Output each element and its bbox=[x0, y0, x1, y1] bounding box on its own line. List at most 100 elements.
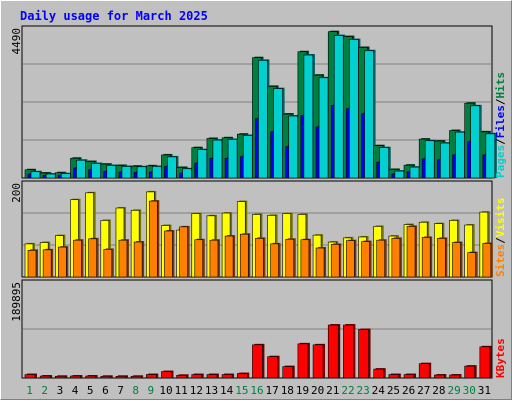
bar-sites-day-6 bbox=[103, 249, 113, 278]
bar-kbytes-day-23 bbox=[358, 329, 369, 379]
bar-kbytes-day-21 bbox=[327, 324, 339, 379]
bar-pages-day-3 bbox=[61, 173, 71, 179]
bar-pages-day-1 bbox=[30, 171, 41, 179]
bar-sites-day-17 bbox=[270, 243, 279, 278]
bar-pages-day-9 bbox=[151, 166, 162, 179]
bar-kbytes-day-17 bbox=[267, 356, 278, 379]
bar-kbytes-day-6 bbox=[100, 375, 112, 379]
panel-hits-files-pages-ymax-label: 4490 bbox=[10, 28, 23, 55]
bar-kbytes-day-31 bbox=[479, 346, 491, 379]
bar-sites-day-4 bbox=[73, 239, 82, 278]
x-tick-label-day-3: 3 bbox=[57, 384, 64, 397]
bar-sites-day-18 bbox=[285, 238, 295, 278]
bar-pages-day-23 bbox=[364, 50, 374, 179]
bar-kbytes-day-8 bbox=[130, 375, 142, 379]
bar-sites-day-21 bbox=[330, 244, 340, 278]
x-tick-label-day-28: 28 bbox=[432, 384, 445, 397]
bar-pages-day-14 bbox=[227, 139, 238, 179]
x-tick-label-day-1: 1 bbox=[26, 384, 33, 397]
legend-middle-item: Visits bbox=[494, 198, 507, 238]
x-tick-label-day-16: 16 bbox=[250, 384, 263, 397]
legend-top: Pages/Files/Hits bbox=[494, 72, 507, 178]
bar-sites-day-30 bbox=[467, 252, 476, 278]
bar-pages-day-8 bbox=[136, 166, 147, 179]
bar-pages-day-20 bbox=[318, 77, 329, 179]
legend-bottom-item: KBytes bbox=[494, 338, 507, 378]
bar-sites-day-15 bbox=[239, 233, 249, 278]
bar-sites-day-7 bbox=[118, 239, 128, 278]
bar-kbytes-day-4 bbox=[70, 375, 81, 379]
legend-top-item: / bbox=[494, 138, 507, 145]
bar-kbytes-day-19 bbox=[297, 343, 309, 379]
legend-middle-item: / bbox=[494, 237, 507, 244]
bar-kbytes-day-16 bbox=[252, 344, 263, 379]
bar-pages-day-16 bbox=[258, 60, 268, 179]
bar-sites-day-27 bbox=[421, 237, 431, 278]
bar-sites-day-22 bbox=[346, 240, 355, 278]
bar-pages-day-11 bbox=[182, 168, 192, 179]
bar-pages-day-10 bbox=[167, 156, 177, 179]
panel-kbytes-ymax-label: 189895 bbox=[10, 282, 23, 322]
legend-bottom: KBytes bbox=[494, 338, 507, 378]
bar-kbytes-day-28 bbox=[434, 374, 445, 379]
bar-sites-day-11 bbox=[179, 226, 188, 278]
legend-top-item: Hits bbox=[494, 72, 507, 99]
bar-kbytes-day-7 bbox=[115, 375, 127, 379]
x-tick-label-day-11: 11 bbox=[175, 384, 188, 397]
bar-pages-day-18 bbox=[288, 115, 299, 179]
bar-pages-day-31 bbox=[485, 133, 496, 179]
x-tick-label-day-20: 20 bbox=[311, 384, 324, 397]
bar-sites-day-26 bbox=[406, 226, 416, 278]
x-tick-label-day-2: 2 bbox=[41, 384, 48, 397]
panel-visits-sites-ymax-label: 200 bbox=[10, 183, 23, 203]
x-tick-label-day-30: 30 bbox=[463, 384, 476, 397]
x-tick-label-day-5: 5 bbox=[87, 384, 94, 397]
bar-pages-day-2 bbox=[45, 173, 56, 179]
bar-pages-day-15 bbox=[242, 135, 253, 179]
bar-sites-day-19 bbox=[300, 239, 310, 278]
bar-kbytes-day-27 bbox=[418, 363, 430, 379]
x-tick-label-day-29: 29 bbox=[447, 384, 460, 397]
bar-pages-day-27 bbox=[424, 140, 435, 179]
bar-kbytes-day-24 bbox=[373, 368, 385, 379]
bar-kbytes-day-1 bbox=[24, 374, 36, 379]
bar-pages-day-12 bbox=[197, 149, 208, 179]
bar-sites-day-14 bbox=[224, 235, 234, 278]
x-tick-label-day-25: 25 bbox=[387, 384, 400, 397]
x-tick-label-day-19: 19 bbox=[296, 384, 309, 397]
bar-kbytes-day-18 bbox=[282, 366, 294, 379]
x-tick-label-day-13: 13 bbox=[205, 384, 218, 397]
x-tick-label-day-27: 27 bbox=[417, 384, 430, 397]
bar-kbytes-day-29 bbox=[449, 374, 460, 379]
bar-pages-day-5 bbox=[91, 163, 101, 179]
x-tick-label-day-12: 12 bbox=[190, 384, 203, 397]
bar-kbytes-day-25 bbox=[388, 374, 400, 379]
x-tick-label-day-10: 10 bbox=[159, 384, 172, 397]
x-tick-label-day-23: 23 bbox=[357, 384, 370, 397]
bar-pages-day-22 bbox=[349, 39, 359, 179]
bar-pages-day-4 bbox=[76, 159, 86, 179]
bar-kbytes-day-14 bbox=[221, 374, 233, 379]
x-tick-label-day-17: 17 bbox=[266, 384, 279, 397]
bar-kbytes-day-20 bbox=[312, 344, 324, 379]
bar-pages-day-30 bbox=[470, 105, 480, 179]
bar-kbytes-day-30 bbox=[464, 365, 475, 379]
bar-sites-day-24 bbox=[376, 239, 386, 278]
bar-pages-day-19 bbox=[303, 54, 314, 179]
bar-sites-day-10 bbox=[164, 230, 173, 278]
bar-sites-day-1 bbox=[27, 250, 37, 278]
bar-pages-day-28 bbox=[440, 142, 450, 179]
bar-pages-day-25 bbox=[394, 170, 405, 179]
bar-kbytes-day-10 bbox=[161, 371, 172, 379]
chart-title: Daily usage for March 2025 bbox=[20, 9, 208, 23]
bar-sites-day-12 bbox=[194, 239, 204, 278]
bar-kbytes-day-11 bbox=[176, 374, 187, 379]
bar-sites-day-23 bbox=[361, 241, 370, 278]
bar-sites-day-29 bbox=[452, 242, 461, 278]
bar-kbytes-day-22 bbox=[343, 324, 354, 379]
bar-sites-day-25 bbox=[391, 238, 401, 278]
x-tick-label-day-22: 22 bbox=[341, 384, 354, 397]
bar-pages-day-7 bbox=[121, 166, 132, 179]
x-tick-label-day-18: 18 bbox=[281, 384, 294, 397]
